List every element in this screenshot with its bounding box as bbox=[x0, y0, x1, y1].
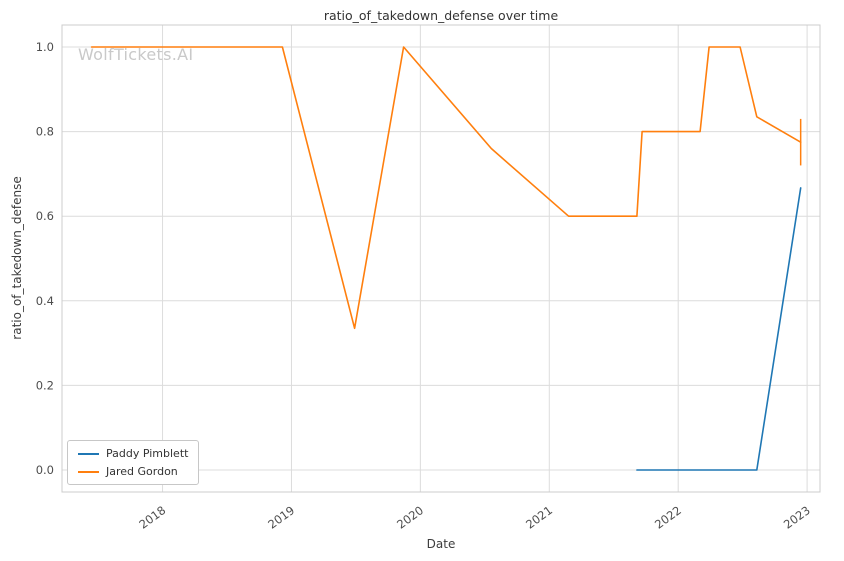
y-tick-label-0.4: 0.4 bbox=[36, 294, 54, 308]
chart-title: ratio_of_takedown_defense over time bbox=[323, 8, 559, 23]
legend-swatch-jared-gordon bbox=[78, 470, 99, 473]
x-tick-label-2018: 2018 bbox=[136, 503, 168, 532]
x-tick-label-2022: 2022 bbox=[652, 503, 684, 532]
legend-item-paddy-pimblett: Paddy Pimblett bbox=[78, 447, 188, 460]
legend-label-jared-gordon: Jared Gordon bbox=[106, 465, 178, 478]
watermark: WolfTickets.AI bbox=[78, 45, 194, 64]
y-axis-label: ratio_of_takedown_defense bbox=[10, 176, 24, 340]
y-tick-label-0.2: 0.2 bbox=[36, 378, 54, 392]
x-tick-label-2021: 2021 bbox=[523, 503, 555, 532]
x-tick-label-2020: 2020 bbox=[394, 503, 426, 532]
y-tick-label-0.6: 0.6 bbox=[36, 209, 54, 223]
legend: Paddy Pimblett Jared Gordon bbox=[67, 440, 200, 485]
legend-swatch-paddy-pimblett bbox=[78, 452, 99, 455]
x-axis-label: Date bbox=[426, 537, 456, 551]
y-tick-label-1.0: 1.0 bbox=[36, 40, 54, 54]
y-tick-label-0.8: 0.8 bbox=[36, 125, 54, 139]
x-tick-label-2023: 2023 bbox=[781, 503, 813, 532]
y-tick-label-0.0: 0.0 bbox=[36, 463, 54, 477]
legend-label-paddy-pimblett: Paddy Pimblett bbox=[106, 447, 189, 460]
legend-item-jared-gordon: Jared Gordon bbox=[78, 465, 188, 478]
x-tick-label-2019: 2019 bbox=[265, 503, 297, 532]
